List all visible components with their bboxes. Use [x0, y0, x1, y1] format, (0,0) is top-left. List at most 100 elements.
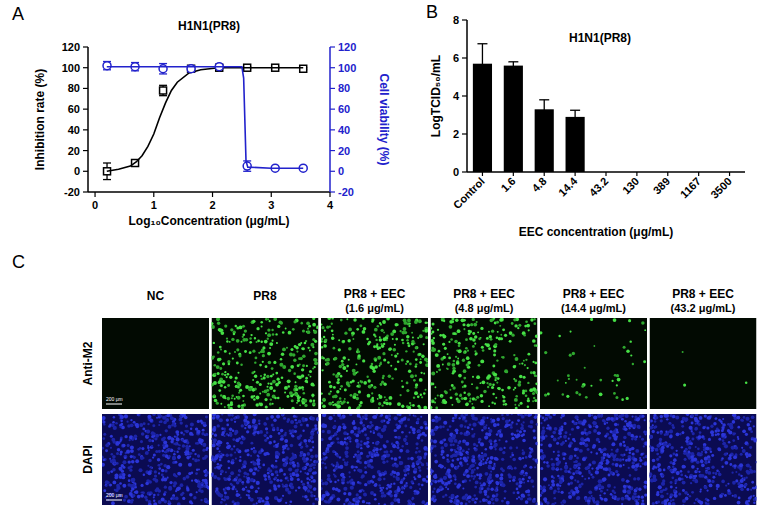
x-tick: [513, 172, 514, 176]
nucleus: [109, 484, 112, 487]
nucleus: [321, 468, 322, 470]
nucleus: [235, 488, 237, 490]
nucleus: [168, 448, 171, 451]
fluorescence-image: [102, 318, 209, 409]
error-bar: [159, 85, 167, 95]
nucleus: [102, 420, 105, 423]
nucleus: [344, 461, 346, 463]
nucleus: [258, 420, 261, 423]
cell-signal: [332, 373, 334, 375]
nucleus: [297, 469, 299, 471]
nucleus: [364, 466, 367, 469]
cell-signal: [261, 325, 263, 327]
nucleus: [162, 454, 165, 457]
nucleus: [235, 457, 237, 459]
nucleus: [257, 487, 259, 489]
nucleus: [289, 473, 292, 476]
cell-signal: [295, 388, 298, 391]
x-axis: [88, 191, 330, 193]
nucleus: [111, 423, 115, 427]
nucleus: [151, 445, 153, 447]
nucleus: [174, 436, 176, 438]
nucleus: [120, 415, 124, 419]
nucleus: [113, 416, 115, 418]
nucleus: [293, 415, 296, 418]
cell-signal: [321, 338, 323, 341]
y-tick-label: 2: [453, 128, 459, 140]
cell-signal: [293, 358, 296, 361]
cell-signal: [245, 385, 249, 389]
cell-signal: [235, 376, 238, 379]
cell-signal: [267, 386, 269, 388]
cell-signal: [335, 404, 338, 407]
cell-signal: [295, 346, 298, 349]
nucleus: [221, 427, 224, 430]
cell-signal: [368, 342, 371, 345]
cell-signal: [336, 401, 339, 404]
cell-signal: [282, 331, 285, 334]
nucleus: [170, 416, 174, 420]
cell-signal: [377, 398, 379, 400]
nucleus: [295, 473, 299, 477]
x-tick: [729, 172, 730, 176]
cell-signal: [255, 357, 258, 360]
nucleus: [295, 490, 297, 492]
cell-signal: [226, 397, 230, 401]
cell-signal: [409, 402, 411, 404]
nucleus: [161, 450, 164, 453]
nucleus: [219, 450, 221, 452]
cell-signal: [301, 368, 304, 371]
cell-signal: [379, 336, 381, 338]
cell-signal: [366, 375, 368, 377]
image-bg: [321, 414, 428, 505]
nucleus: [274, 476, 277, 479]
nucleus: [195, 472, 198, 475]
nucleus: [245, 415, 248, 418]
nucleus: [177, 447, 180, 450]
cell-signal: [284, 386, 288, 390]
cell-signal: [379, 338, 382, 341]
nucleus: [189, 432, 193, 436]
nucleus: [186, 456, 189, 459]
nucleus: [298, 420, 302, 424]
y2-tick-label: 40: [338, 124, 350, 136]
cell-signal: [394, 354, 397, 357]
nucleus: [238, 494, 240, 496]
nucleus: [233, 417, 236, 420]
nucleus: [230, 471, 234, 475]
nucleus: [115, 422, 118, 425]
cell-signal: [426, 361, 428, 363]
cell-signal: [379, 395, 383, 399]
cell-signal: [405, 350, 407, 352]
cell-signal: [250, 395, 253, 398]
cell-signal: [224, 397, 226, 399]
cell-signal: [397, 361, 400, 364]
cell-signal: [296, 351, 298, 353]
cell-signal: [352, 338, 354, 340]
nucleus: [194, 479, 197, 482]
cell-signal: [362, 359, 365, 362]
nucleus: [140, 494, 144, 498]
cell-signal: [270, 383, 273, 386]
cell-signal: [306, 365, 308, 367]
nucleus: [309, 464, 312, 467]
nucleus: [153, 454, 156, 457]
nucleus: [131, 499, 134, 502]
nucleus: [250, 442, 253, 445]
cell-signal: [419, 361, 422, 364]
nucleus: [313, 487, 316, 490]
nucleus: [129, 469, 132, 472]
y-tick: [462, 19, 467, 20]
nucleus: [241, 435, 244, 438]
y-tick: [83, 150, 88, 151]
nucleus: [270, 415, 274, 419]
column-subtitle: (43.2 μg/mL): [671, 302, 736, 314]
cell-signal: [321, 402, 323, 404]
nucleus: [186, 475, 190, 479]
cell-signal: [309, 399, 312, 402]
cell-signal: [421, 355, 425, 359]
nucleus: [304, 472, 306, 474]
nucleus: [354, 433, 357, 436]
nucleus: [281, 414, 285, 416]
cell-signal: [230, 328, 233, 331]
